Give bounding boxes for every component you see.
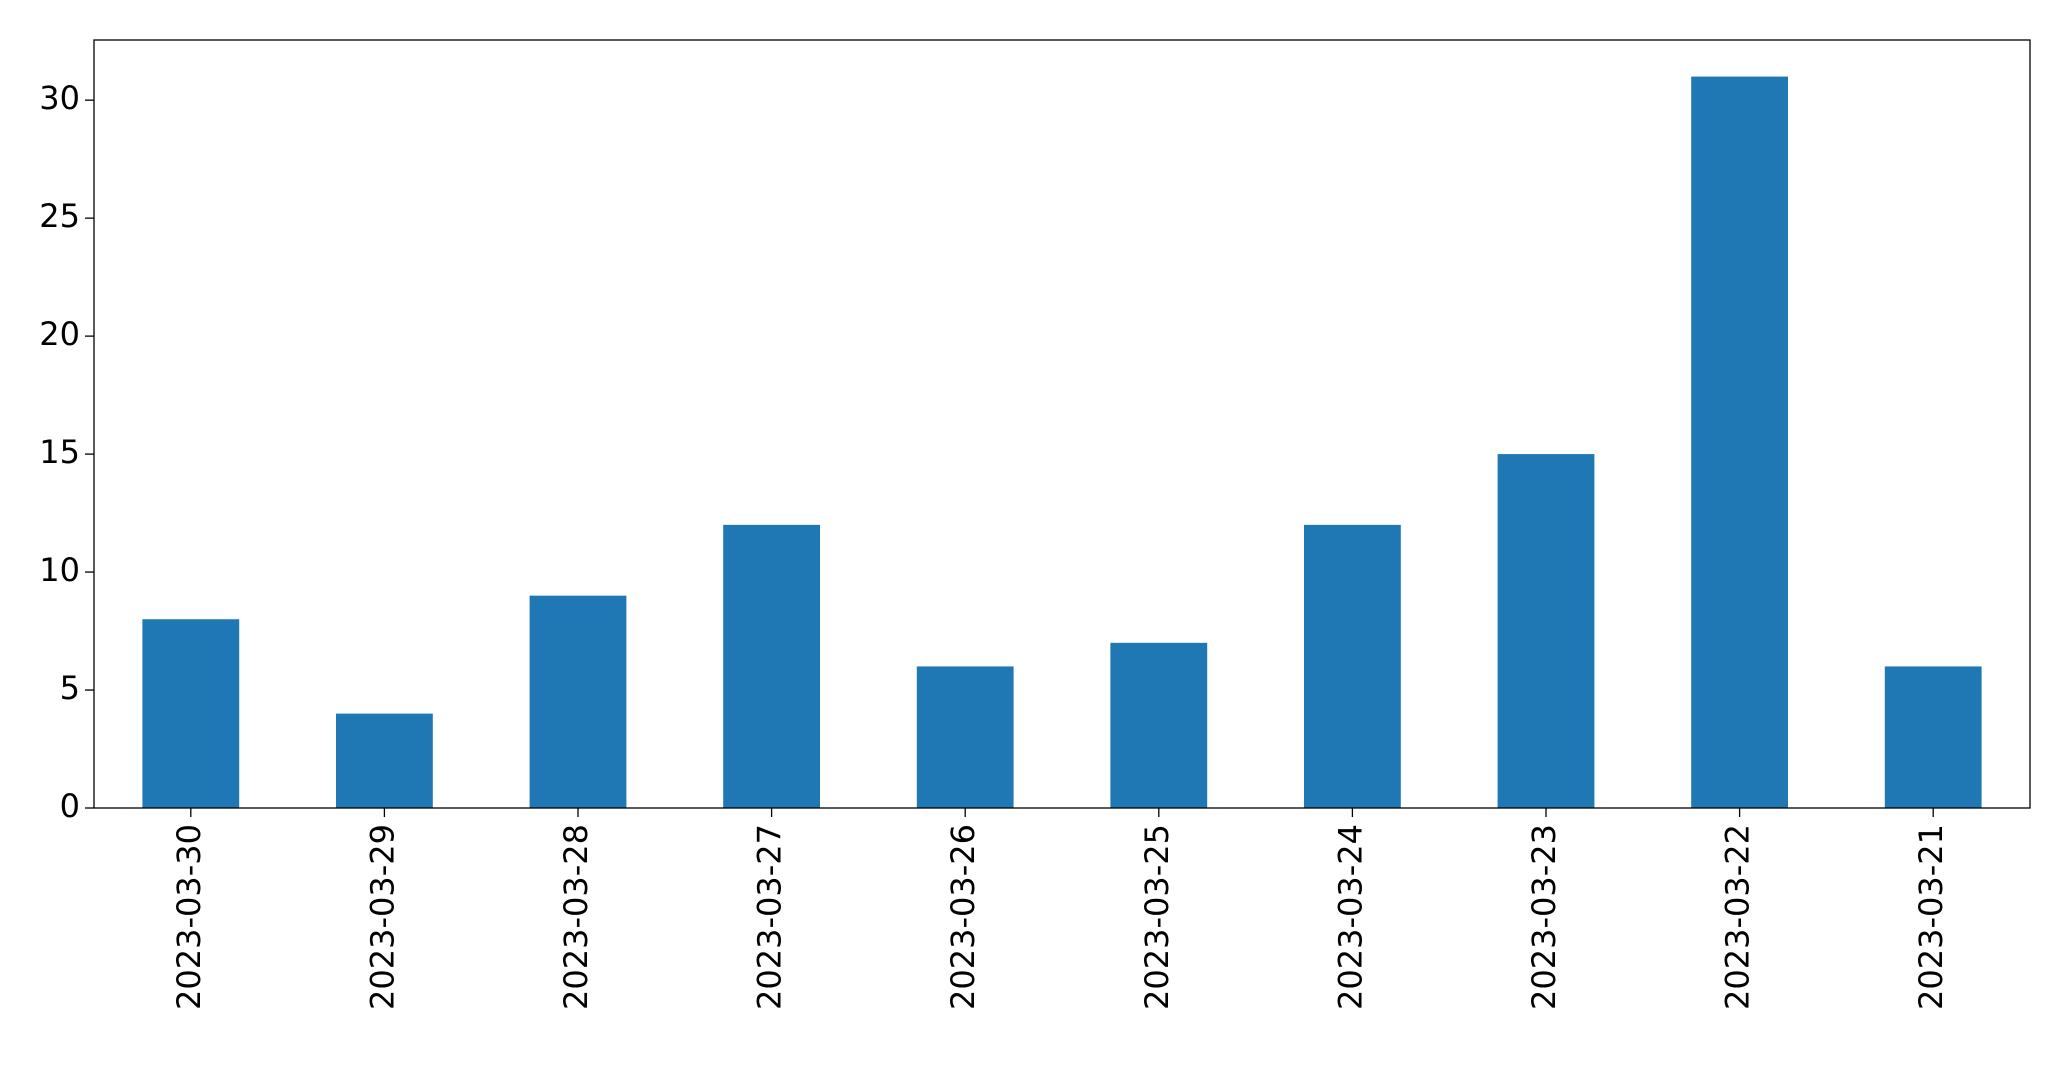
bar <box>1691 76 1788 809</box>
y-tick-label: 30 <box>39 79 80 117</box>
bar <box>1110 642 1208 808</box>
bar <box>529 595 627 808</box>
bar <box>1304 524 1401 808</box>
bar <box>336 713 433 808</box>
x-tick-label: 2023-03-21 <box>1912 824 1950 1010</box>
plot-frame <box>93 39 2031 809</box>
y-tick-label: 15 <box>39 433 80 471</box>
bar <box>1497 454 1595 808</box>
y-tick-label: 0 <box>60 787 80 825</box>
bar <box>916 666 1014 808</box>
x-tick-label: 2023-03-22 <box>1719 824 1757 1010</box>
bar <box>723 524 820 808</box>
bar <box>142 619 240 808</box>
y-tick-label: 25 <box>39 197 80 235</box>
x-tick-label: 2023-03-29 <box>363 824 401 1010</box>
y-tick-label: 10 <box>39 551 80 589</box>
x-tick-label: 2023-03-30 <box>170 824 208 1010</box>
x-tick-label: 2023-03-28 <box>557 824 595 1010</box>
y-tick-label: 5 <box>60 669 80 707</box>
bar <box>1884 666 1982 808</box>
x-tick-label: 2023-03-26 <box>944 824 982 1010</box>
x-tick-label: 2023-03-23 <box>1525 824 1563 1010</box>
x-tick-label: 2023-03-27 <box>751 824 789 1010</box>
y-tick-label: 20 <box>39 315 80 353</box>
x-tick-label: 2023-03-24 <box>1331 824 1369 1010</box>
x-tick-label: 2023-03-25 <box>1138 824 1176 1010</box>
